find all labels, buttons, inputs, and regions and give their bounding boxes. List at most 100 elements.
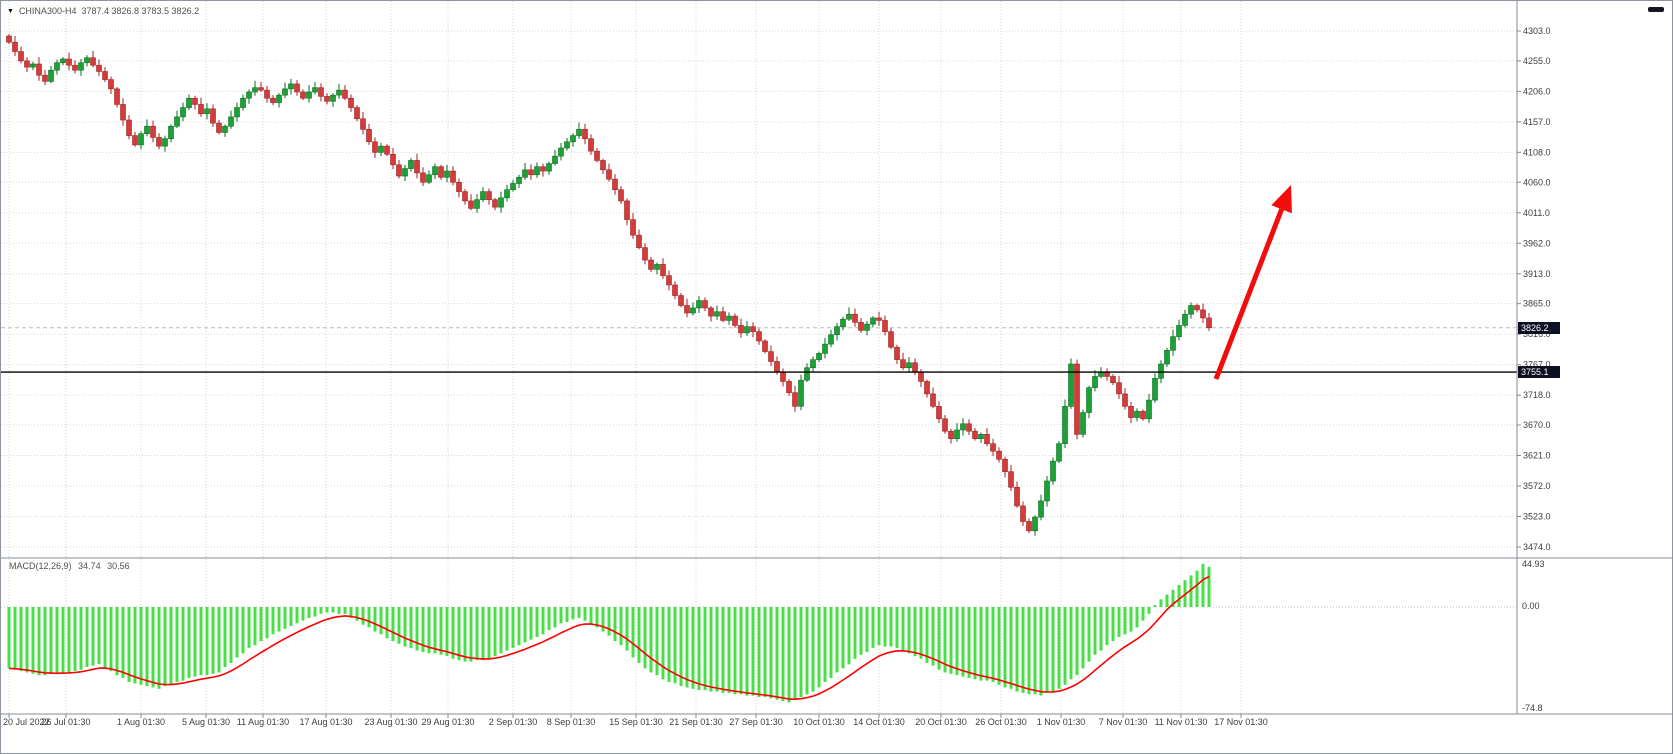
candle-body [840,318,846,327]
candle-body [66,58,72,66]
macd-bar [49,607,53,674]
candle-body [780,371,786,382]
candle-body [900,359,906,369]
candle-body [822,343,828,354]
macd-legend-value-main: 34.74 [78,561,101,571]
candle-body [462,191,468,202]
candle-body [1176,325,1182,337]
macd-bar [193,607,197,677]
time-axis-label: 1 Aug 01:30 [117,717,165,727]
macd-bar [217,607,221,673]
candle-body [654,264,660,270]
candle-body [834,326,840,336]
macd-bar [1081,607,1085,669]
current-price-badge: 3826.2 [1518,322,1560,334]
macd-bar [733,607,737,695]
candle-body [60,58,66,64]
candle-body [936,406,942,420]
macd-bar [865,607,869,652]
candle-body [1158,363,1164,379]
macd-bar [1099,607,1103,651]
candle-body [108,79,114,90]
macd-bar [19,607,23,672]
macd-bar [181,607,185,681]
macd-bar [931,607,935,666]
candle-body [450,170,456,183]
candle-body [942,418,948,432]
price-axis-label: 3474.0 [1523,542,1551,552]
candle-body [1050,460,1056,482]
macd-signal-line [8,575,1210,701]
macd-bar [169,607,173,685]
macd-bar [295,607,299,624]
macd-bar [433,607,437,654]
macd-bar [229,607,233,663]
macd-bar [871,607,875,648]
macd-bar [1093,607,1097,655]
candle-body [258,87,264,91]
macd-legend-name: MACD(12,26,9) [9,561,72,571]
macd-bar [79,607,83,670]
macd-bar [1087,607,1091,662]
trend-arrow[interactable] [1213,185,1292,380]
time-axis-label: 5 Aug 01:30 [182,717,230,727]
candle-body [126,119,132,136]
price-grid [1,30,1521,548]
macd-bar [937,607,941,670]
candle-body [744,326,750,334]
macd-bar [7,607,11,669]
macd-bar [151,607,155,688]
macd-bar [403,607,407,647]
macd-bar [979,607,983,681]
macd-bar [1165,594,1169,607]
macd-bar [13,607,17,670]
candle-body [996,450,1002,460]
candle-body [906,362,912,369]
macd-bar [541,607,545,635]
macd-bar [301,607,305,621]
candle-body [294,83,300,93]
macd-bar [277,607,281,632]
candle-body [264,89,270,99]
macd-bar [115,607,119,676]
price-axis-labels: 4303.0 4255.0 4206.0 4157.0 4108.0 4060.0 4011… [1523,26,1551,552]
macd-bar [1195,570,1199,607]
macd-bar [397,607,401,644]
candle-body [600,160,606,171]
macd-bar [877,607,881,646]
macd-bar [271,607,275,635]
candle-body [606,169,612,180]
candle-body [282,88,288,96]
macd-bar [709,607,713,692]
candle-body [342,89,348,99]
symbol-dropdown-icon[interactable]: ▼ [7,7,14,15]
chart-scroll-marker[interactable] [1648,7,1664,12]
candle-body [798,379,804,407]
macd-bar [529,607,533,640]
candle-body [864,323,870,331]
candle-body [534,166,540,176]
candle-body [288,83,294,90]
macd-bar [379,607,383,635]
macd-bar [91,607,95,666]
candle-body [810,359,816,369]
macd-bar [679,607,683,687]
candle-body [174,116,180,127]
candle-body [438,166,444,178]
candle-body [330,94,336,102]
candle-body [672,284,678,296]
macd-bar [415,607,419,651]
macd-bar [265,607,269,639]
price-axis-label: 3621.0 [1523,451,1551,461]
candle-body [30,63,36,68]
candle-body [1098,371,1104,377]
candle-body [768,351,774,362]
price-axis-label: 3670.0 [1523,420,1551,430]
macd-bar [361,607,365,625]
candle-body [576,129,582,136]
candle-body [468,200,474,209]
candle-body [1152,378,1158,401]
